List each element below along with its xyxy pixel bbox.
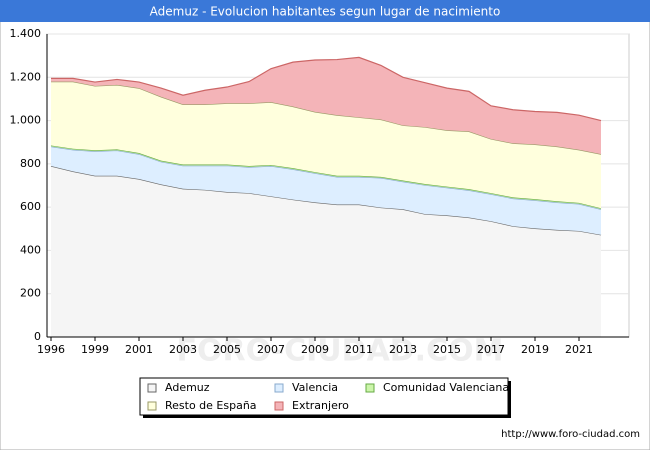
legend-label: Valencia [292, 381, 338, 394]
x-tick-label: 2017 [477, 343, 505, 356]
legend-swatch [274, 383, 284, 393]
x-tick-label: 2007 [257, 343, 285, 356]
legend-label: Ademuz [165, 381, 210, 394]
title-bar [0, 0, 650, 22]
legend-label: Comunidad Valenciana [383, 381, 509, 394]
x-tick-label: 2015 [433, 343, 461, 356]
chart-title: Ademuz - Evolucion habitantes segun luga… [150, 5, 501, 19]
legend-swatch [365, 383, 375, 393]
x-tick-label: 2003 [169, 343, 197, 356]
x-tick-label: 2019 [521, 343, 549, 356]
area [51, 166, 601, 337]
legend-label: Resto de España [165, 399, 257, 412]
y-tick-label: 200 [20, 287, 41, 300]
legend-swatch [274, 401, 284, 411]
source: http://www.foro-ciudad.com [501, 429, 640, 440]
x-tick-label: 2001 [125, 343, 153, 356]
legend [139, 377, 509, 416]
legend-swatch [147, 383, 157, 393]
y-tick-label: 800 [20, 157, 41, 170]
y-tick-label: 1.000 [10, 114, 42, 127]
x-tick-label: 2005 [213, 343, 241, 356]
y-tick-label: 1.200 [10, 70, 42, 83]
x-tick-label: 1996 [37, 343, 65, 356]
area-line [50, 145, 602, 210]
legend-label: Extranjero [292, 399, 349, 412]
x-tick-label: 2013 [389, 343, 417, 356]
watermark: FORO-CIUDAD.COM [177, 334, 504, 369]
area [51, 57, 601, 155]
x-tick-label: 2011 [345, 343, 373, 356]
y-tick-label: 400 [20, 243, 41, 256]
y-tick-label: 600 [20, 200, 41, 213]
y-tick-label: 0 [34, 330, 41, 343]
x-tick-label: 2021 [565, 343, 593, 356]
x-tick-label: 1999 [81, 343, 109, 356]
area [51, 81, 601, 209]
legend-swatch [147, 401, 157, 411]
area [51, 146, 601, 235]
area-line [51, 56, 602, 122]
x-tick-label: 2009 [301, 343, 329, 356]
y-tick-label: 1.400 [10, 27, 42, 40]
